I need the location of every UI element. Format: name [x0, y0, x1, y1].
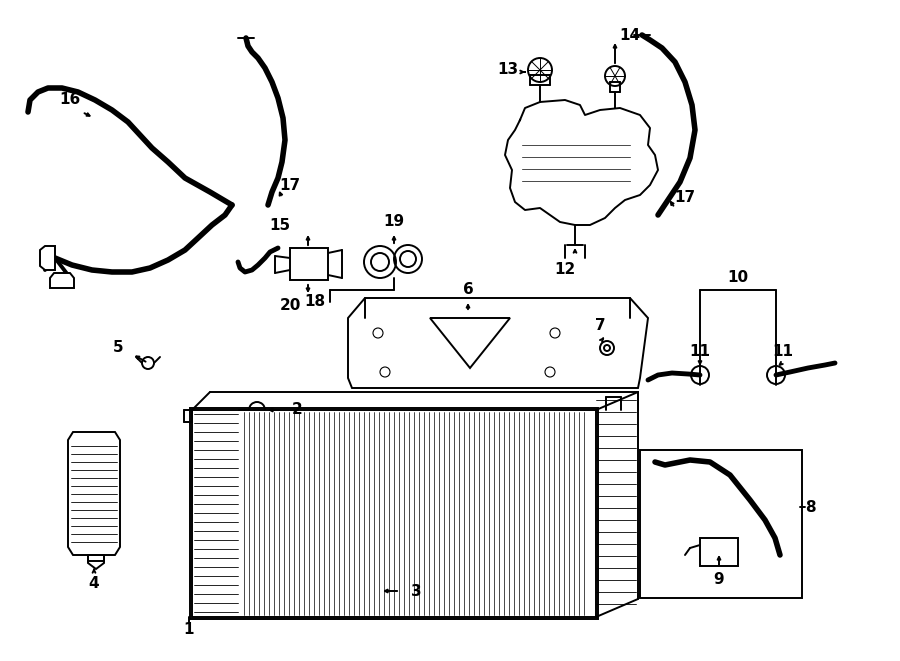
Bar: [190, 408, 598, 619]
Bar: [700, 538, 738, 566]
Text: 12: 12: [554, 262, 576, 278]
Text: 19: 19: [383, 215, 405, 229]
Polygon shape: [348, 298, 648, 388]
Text: 17: 17: [279, 178, 301, 192]
Text: 9: 9: [714, 572, 724, 588]
Text: 18: 18: [304, 295, 326, 309]
Text: 14: 14: [619, 28, 641, 42]
Text: 16: 16: [59, 93, 81, 108]
Text: 7: 7: [595, 317, 606, 332]
Text: 5: 5: [112, 340, 123, 354]
Text: 4: 4: [89, 576, 99, 590]
Text: 11: 11: [689, 344, 710, 360]
Text: 8: 8: [805, 500, 815, 514]
Polygon shape: [50, 273, 74, 288]
Polygon shape: [40, 246, 55, 270]
Text: 2: 2: [292, 403, 302, 418]
Text: 13: 13: [498, 63, 518, 77]
Text: 17: 17: [674, 190, 696, 206]
Bar: [290, 248, 328, 280]
Bar: [640, 450, 802, 598]
Text: 3: 3: [410, 584, 421, 598]
Text: 10: 10: [727, 270, 749, 286]
Text: 1: 1: [184, 621, 194, 637]
Text: 6: 6: [463, 282, 473, 297]
Text: 20: 20: [279, 299, 301, 313]
Polygon shape: [68, 432, 120, 569]
Bar: [192, 410, 596, 617]
Text: 15: 15: [269, 219, 291, 233]
Polygon shape: [505, 100, 658, 225]
Text: 11: 11: [772, 344, 794, 360]
